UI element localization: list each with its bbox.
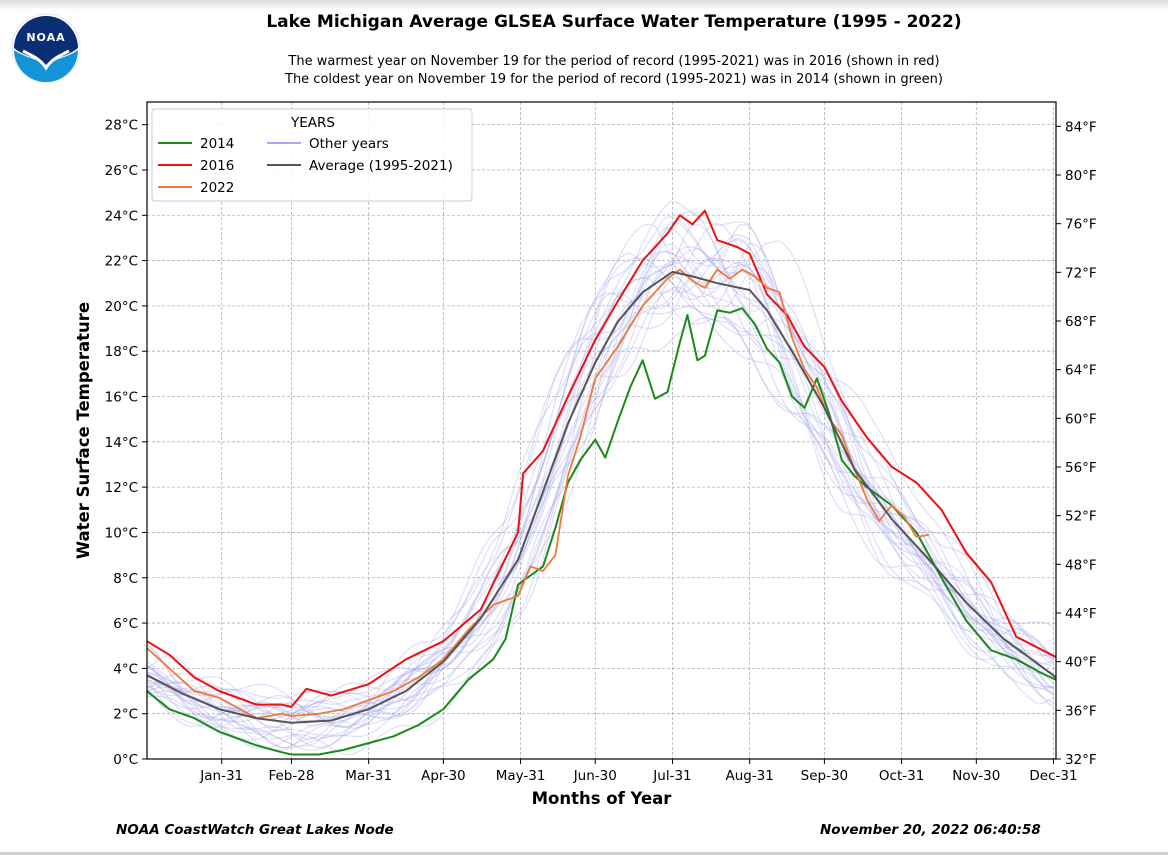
y-right-tick-label: 32°F — [1065, 752, 1097, 768]
y-right-tick-label: 72°F — [1065, 265, 1097, 281]
series-line-other-year — [147, 234, 1054, 729]
window-top-edge — [0, 0, 1168, 10]
legend-box — [151, 108, 473, 202]
series-line-other-year — [147, 264, 1054, 720]
noaa-logo-text: NOAA — [26, 31, 66, 44]
y-tick-label: 0°C — [113, 752, 138, 768]
y-tick-label: 24°C — [105, 208, 138, 224]
series-line-other-year — [147, 261, 1054, 752]
series-line-other-year — [147, 243, 1054, 729]
series-line-other-year — [147, 243, 1054, 749]
y-tick-label: 18°C — [105, 344, 138, 360]
y-tick-label: 16°C — [105, 390, 138, 406]
series-line-other-year — [147, 216, 1054, 749]
y-tick-label: 2°C — [113, 707, 138, 723]
series-line-other-year — [147, 222, 1054, 724]
y-right-tick-label: 64°F — [1065, 363, 1097, 379]
series-line-other-year — [147, 239, 1054, 756]
legend-label: 2022 — [200, 180, 234, 196]
series-line-other-year — [147, 317, 1054, 751]
window-bottom-edge — [0, 852, 1168, 855]
series-line-other-year — [147, 240, 1054, 720]
y-right-tick-label: 68°F — [1065, 314, 1097, 330]
series-line-other-year — [147, 223, 1054, 732]
series-line-other-year — [147, 260, 1054, 719]
x-tick-label: Sep-30 — [801, 768, 849, 784]
x-tick-label: Feb-28 — [268, 768, 314, 784]
series-line-other-year — [147, 221, 1054, 726]
y-tick-label: 20°C — [105, 299, 138, 315]
plot-frame — [146, 101, 1057, 760]
series-line-other-year — [147, 248, 1054, 727]
legend-title: YEARS — [290, 115, 335, 131]
y-tick-label: 22°C — [105, 254, 138, 270]
series-line-2014 — [147, 307, 1056, 756]
subtitle-warmest: The warmest year on November 19 for the … — [288, 54, 940, 69]
series-line-other-year — [147, 237, 1054, 728]
legend-label: Average (1995-2021) — [309, 158, 453, 174]
x-tick-label: Oct-31 — [879, 768, 924, 784]
x-tick-label: Jun-30 — [573, 768, 617, 784]
x-tick-label: Apr-30 — [421, 768, 466, 784]
x-tick-label: Dec-31 — [1029, 768, 1077, 784]
y-right-tick-label: 80°F — [1065, 168, 1097, 184]
footer-source: NOAA CoastWatch Great Lakes Node — [116, 822, 394, 838]
series-line-2016 — [147, 209, 1056, 708]
series-line-other-year — [147, 246, 1054, 722]
y-tick-label: 8°C — [113, 571, 138, 587]
x-tick-label: Nov-30 — [952, 768, 1000, 784]
y-tick-label: 6°C — [113, 616, 138, 632]
series-line-other-year — [147, 223, 1054, 741]
y-tick-label: 26°C — [105, 163, 138, 179]
y-right-tick-label: 60°F — [1065, 411, 1097, 427]
y-right-tick-label: 36°F — [1065, 703, 1097, 719]
y-right-tick-label: 84°F — [1065, 119, 1097, 135]
series-line-other-year — [147, 211, 1054, 728]
x-tick-label: Jan-31 — [199, 768, 243, 784]
series-line-other-year — [147, 260, 1054, 721]
legend-label: 2014 — [200, 136, 234, 152]
x-tick-label: Aug-31 — [725, 768, 773, 784]
x-tick-label: Mar-31 — [345, 768, 392, 784]
chart-title: Lake Michigan Average GLSEA Surface Wate… — [266, 12, 962, 32]
series-line-average — [147, 270, 1056, 724]
y-right-tick-label: 76°F — [1065, 217, 1097, 233]
x-tick-label: May-31 — [496, 768, 546, 784]
x-axis-label: Months of Year — [532, 789, 673, 808]
x-tick-label: Jul-31 — [652, 768, 691, 784]
y-right-tick-label: 56°F — [1065, 460, 1097, 476]
subtitle-coldest: The coldest year on November 19 for the … — [285, 72, 943, 87]
series-line-other-year — [147, 277, 1054, 737]
y-tick-label: 12°C — [105, 480, 138, 496]
series-line-2022 — [147, 268, 930, 720]
y-right-tick-label: 40°F — [1065, 655, 1097, 671]
y-axis-label: Water Surface Temperature — [74, 302, 93, 559]
plot-series-group — [147, 200, 1056, 756]
y-right-tick-label: 52°F — [1065, 509, 1097, 525]
footer-timestamp: November 20, 2022 06:40:58 — [820, 822, 1041, 838]
series-line-other-year — [147, 257, 1054, 723]
y-tick-label: 10°C — [105, 525, 138, 541]
series-line-other-year — [147, 223, 1054, 740]
y-tick-label: 4°C — [113, 661, 138, 677]
y-right-tick-label: 44°F — [1065, 606, 1097, 622]
y-tick-label: 14°C — [105, 435, 138, 451]
series-line-other-year — [147, 200, 1054, 700]
y-right-tick-label: 48°F — [1065, 557, 1097, 573]
noaa-logo: NOAA — [11, 13, 81, 83]
y-tick-label: 28°C — [105, 118, 138, 134]
legend-label: Other years — [309, 136, 389, 152]
legend-label: 2016 — [200, 158, 234, 174]
